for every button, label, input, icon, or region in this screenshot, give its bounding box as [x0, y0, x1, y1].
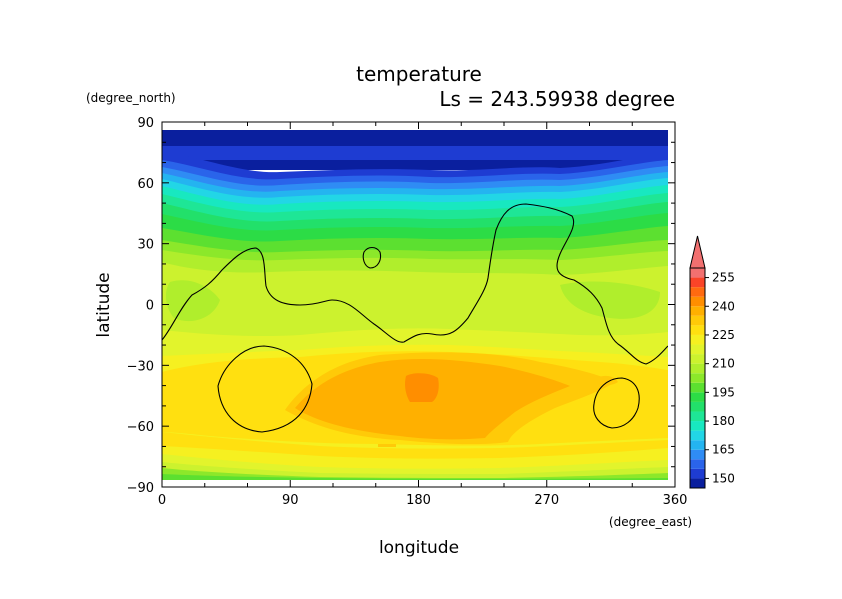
colorbar-tick-label: 210 — [712, 357, 735, 371]
y-axis-label: latitude — [94, 272, 114, 337]
colorbar-swatch — [690, 382, 705, 393]
colorbar-tick-label: 195 — [712, 385, 735, 399]
colorbar-swatch — [690, 344, 705, 355]
colorbar-extend-arrow — [689, 235, 706, 269]
x-tick-label: 360 — [663, 493, 688, 508]
colorbar-swatch — [690, 315, 705, 326]
colorbar-swatch — [690, 430, 705, 441]
colorbar-swatch — [690, 363, 705, 374]
y-tick-label: 0 — [146, 299, 154, 314]
contour-dichotomy-west — [162, 203, 668, 365]
x-axis-label: longitude — [379, 538, 459, 558]
y-axis-unit: (degree_north) — [86, 91, 176, 105]
patch-east-warm — [596, 375, 618, 385]
colorbar-tick-label: 150 — [712, 471, 735, 485]
band-south-210 — [162, 462, 668, 480]
colorbar-swatch — [690, 373, 705, 383]
band-south-225 — [162, 432, 668, 459]
patch-lightgreen-east — [560, 281, 660, 319]
colorbar-swatch — [690, 421, 705, 431]
y-tick-label: 90 — [137, 116, 154, 131]
colorbar-swatch — [690, 325, 705, 335]
colorbar-swatch — [690, 440, 705, 450]
colorbar-tick-label: 240 — [712, 299, 735, 313]
colorbar-swatch — [690, 449, 705, 460]
temperature-field — [162, 130, 668, 480]
colorbar-swatch — [690, 459, 705, 469]
colorbar-swatch — [690, 287, 705, 297]
x-tick-label: 270 — [534, 493, 559, 508]
band-polar-north — [162, 146, 668, 160]
colorbar-swatch — [690, 277, 705, 288]
x-tick-label: 0 — [158, 493, 166, 508]
colorbar-swatch — [690, 478, 705, 488]
colorbar-tick-label: 225 — [712, 328, 735, 342]
spot-cold-stripe — [378, 444, 396, 447]
region-warm-240 — [405, 373, 439, 402]
y-tick-label: −30 — [127, 359, 154, 374]
colorbar-swatch — [690, 334, 705, 345]
x-axis-unit: (degree_east) — [609, 515, 692, 529]
colorbar-tick-label: 165 — [712, 443, 735, 457]
colorbar-swatch — [690, 296, 705, 307]
topography-contours — [162, 203, 668, 433]
colorbar-frame — [689, 267, 706, 489]
patch-lightgreen-west — [165, 280, 220, 322]
band-south-205 — [162, 468, 668, 480]
y-tick-label: 30 — [137, 238, 154, 253]
colorbar-swatch — [690, 468, 705, 479]
x-tick-label: 90 — [282, 493, 299, 508]
y-tick-label: −90 — [127, 481, 154, 496]
band-south-200 — [162, 474, 668, 480]
chart-title: temperature — [356, 62, 482, 86]
colorbar-tick-label: 180 — [712, 414, 735, 428]
colorbar-swatch — [690, 401, 705, 412]
colorbar: 150 165 180 195 210 225 240 255 — [689, 235, 735, 489]
colorbar-swatch — [690, 411, 705, 422]
contour-argyre — [217, 345, 313, 433]
y-axis-ticks: 90 60 30 0 −30 −60 −90 — [127, 116, 675, 496]
y-tick-label: −60 — [127, 420, 154, 435]
colorbar-swatch — [690, 268, 705, 278]
contour-elysium — [362, 246, 382, 269]
colorbar-swatch — [690, 354, 705, 364]
colorbar-swatch — [690, 392, 705, 402]
x-axis-ticks: 0 90 180 270 360 — [158, 122, 688, 508]
colorbar-swatch — [690, 306, 705, 316]
contour-hellas — [593, 377, 640, 429]
chart-subtitle: Ls = 243.59938 degree — [439, 87, 675, 111]
x-tick-label: 180 — [406, 493, 431, 508]
colorbar-tick-label: 255 — [712, 271, 735, 285]
y-tick-label: 60 — [137, 177, 154, 192]
